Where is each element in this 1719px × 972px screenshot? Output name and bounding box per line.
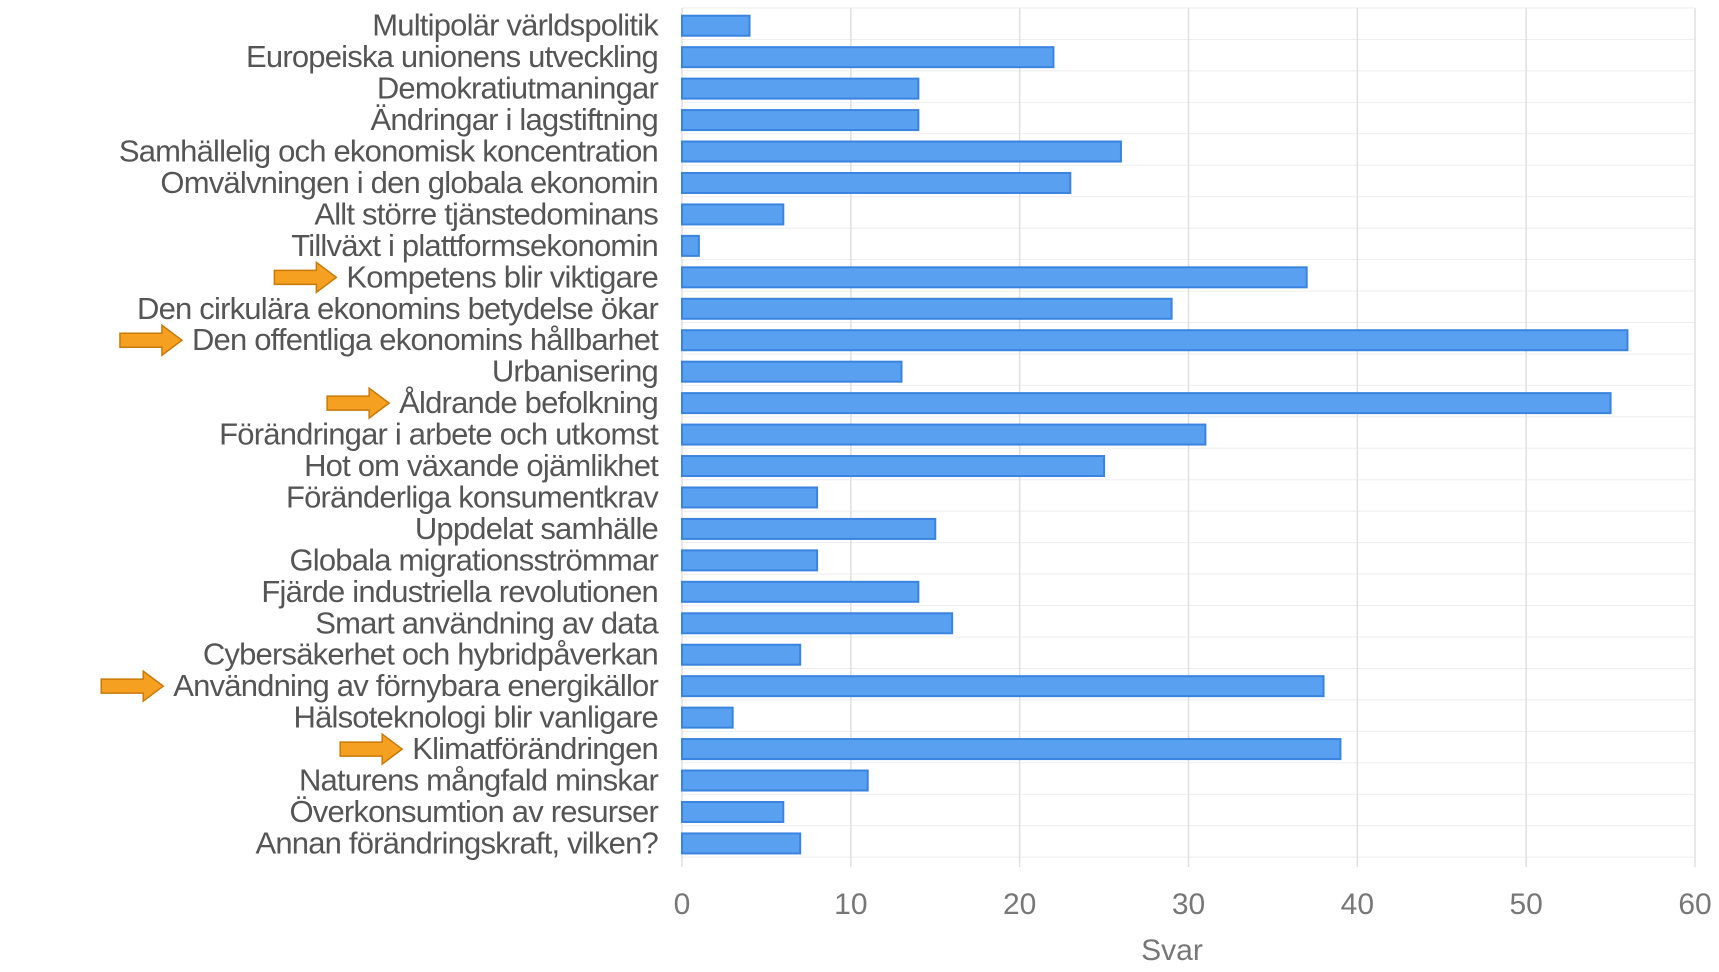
category-label: Föränderliga konsumentkrav (286, 479, 659, 514)
bar (681, 517, 937, 540)
x-tick-label: 10 (834, 888, 867, 921)
arrow-icon (100, 669, 165, 703)
category-label: Samhällelig och ekonomisk koncentration (119, 134, 658, 169)
bar (681, 109, 920, 132)
x-axis-title: Svar (1141, 934, 1203, 967)
bar (681, 706, 734, 729)
bar (681, 675, 1325, 698)
x-tick-label: 60 (1678, 888, 1711, 921)
arrow-icon (273, 260, 338, 294)
x-axis-ticks: 0 10 20 30 40 50 60 (674, 888, 1712, 921)
x-tick-label: 0 (674, 888, 691, 921)
category-label: Omvälvningen i den globala ekonomin (160, 165, 658, 200)
bars (681, 14, 1629, 855)
category-label: Hälsoteknologi blir vanligare (293, 700, 658, 735)
bar (681, 266, 1308, 289)
category-label: Klimatförändringen (412, 731, 658, 766)
category-label: Kompetens blir viktigare (346, 259, 658, 294)
arrow-icon (339, 732, 404, 766)
category-label: Den offentliga ekonomins hållbarhet (192, 322, 659, 357)
bar (681, 297, 1173, 320)
category-label: Urbanisering (492, 354, 658, 389)
bar (681, 486, 819, 509)
x-tick-label: 40 (1341, 888, 1374, 921)
bar (681, 549, 819, 572)
category-label: Fjärde industriella revolutionen (261, 574, 658, 609)
category-label: Ändringar i lagstiftning (370, 102, 658, 137)
category-label: Överkonsumtion av resurser (289, 794, 658, 829)
category-label: Smart användning av data (315, 605, 659, 640)
category-label: Demokratiutmaningar (377, 71, 659, 106)
bar (681, 455, 1106, 478)
arrow-icon (326, 386, 391, 420)
bar (681, 46, 1055, 69)
category-label: Europeiska unionens utveckling (246, 39, 658, 74)
category-label: Förändringar i arbete och utkomst (219, 417, 659, 452)
category-label: Multipolär världspolitik (372, 8, 659, 43)
bar (681, 612, 954, 635)
bar (681, 800, 785, 823)
category-label: Användning av förnybara energikällor (173, 668, 658, 703)
bar (681, 580, 920, 603)
x-tick-label: 50 (1509, 888, 1542, 921)
bar (681, 643, 802, 666)
bar (681, 171, 1072, 194)
category-label: Globala migrationsströmmar (289, 542, 658, 577)
bar (681, 392, 1612, 415)
bar (681, 203, 785, 226)
bar (681, 769, 869, 792)
bar (681, 234, 700, 257)
bar (681, 14, 751, 37)
bar (681, 738, 1342, 761)
category-label: Uppdelat samhälle (415, 511, 658, 546)
category-label: Hot om växande ojämlikhet (304, 448, 659, 483)
bar (681, 360, 903, 383)
x-tick-label: 20 (1003, 888, 1036, 921)
highlight-arrows (100, 260, 404, 766)
bar (681, 77, 920, 100)
bar (681, 832, 802, 855)
category-label: Cybersäkerhet och hybridpåverkan (203, 637, 658, 672)
bar (681, 423, 1207, 446)
arrow-icon (119, 323, 184, 357)
category-label: Annan förändringskraft, vilken? (255, 825, 658, 860)
category-label: Naturens mångfald minskar (299, 763, 659, 798)
category-label: Åldrande befolkning (399, 385, 658, 420)
bar (681, 140, 1122, 163)
category-label: Allt större tjänstedominans (314, 196, 658, 231)
category-label: Den cirkulära ekonomins betydelse ökar (137, 291, 658, 326)
bar (681, 329, 1629, 352)
x-tick-label: 30 (1172, 888, 1205, 921)
category-label: Tillväxt i plattformsekonomin (291, 228, 658, 263)
